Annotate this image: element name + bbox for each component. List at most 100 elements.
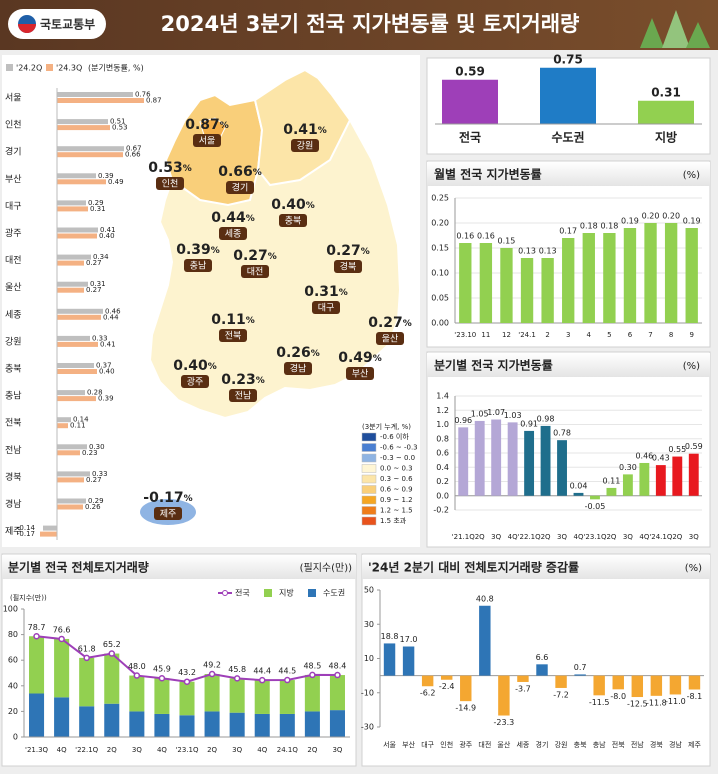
value-label: 0.16 [477,232,495,241]
value-label: 0.59 [455,64,485,78]
map-legend-label: 0.6 ~ 0.9 [380,486,413,494]
y-tick-label: -30 [361,723,374,732]
bar-segment [54,697,70,737]
bar [57,125,110,131]
x-tick-label: 2Q [207,746,217,754]
map-value-number: 0.23 [221,372,256,388]
map-value-unit: % [246,214,255,224]
bar-segment [279,680,295,714]
x-tick-label: 세종 [516,740,529,749]
map-legend-swatch [361,506,377,515]
bar [644,223,657,323]
bar [655,465,666,496]
bar [57,152,123,158]
category-label: 세종 [5,309,22,320]
region-name: 대구 [318,303,335,314]
x-tick-label: '23.10 [454,331,476,339]
bar [688,675,701,690]
x-tick-label: 2Q [606,533,616,541]
legend-label: '24.2Q [16,64,42,73]
value-label: 0.59 [685,442,703,451]
x-tick-label: 6 [628,331,633,339]
map-value: 0.26% [276,345,320,361]
value-label: 78.7 [28,623,46,632]
value-label: 0.41 [100,340,116,348]
bar [458,427,469,496]
y-tick-label: -10 [361,688,374,697]
bar [582,233,595,323]
map-legend-label: -0.6 이하 [380,432,409,441]
bar [524,430,535,496]
value-label: 17.0 [400,635,418,644]
y-tick-label: 10 [364,654,374,663]
bar [500,248,513,323]
bar-segment [79,706,95,737]
bar [479,243,493,323]
value-label: -3.7 [515,684,531,693]
x-tick-label: '22.1Q [75,746,99,754]
bar [507,422,518,496]
y-tick-label: 0.0 [436,491,449,500]
value-label: -14.9 [455,704,476,713]
value-label: 0.44 [103,313,119,321]
y-tick-label: 0.15 [431,244,449,253]
value-label: 0.29 [88,497,104,505]
line-marker [334,671,341,679]
x-tick-label: 2Q [307,746,317,754]
bar [498,675,510,716]
category-label: 전국 [459,130,481,145]
x-tick-label: 2Q [672,533,682,541]
x-tick-label: 인천 [440,740,453,749]
value-label: -23.3 [494,718,515,727]
bar [57,341,98,347]
value-label: 0.27 [86,286,102,294]
value-label: 0.18 [580,222,598,231]
category-label: 지방 [655,130,677,145]
map-value-unit: % [403,319,412,329]
bar [440,675,453,680]
value-label: 0.11 [70,422,86,430]
map-value-unit: % [253,168,262,178]
line-marker [233,675,241,682]
value-label: -8.1 [687,692,703,701]
map-value-number: 0.66 [218,164,253,180]
map-legend-label: 0.3 ~ 0.6 [380,475,413,483]
x-tick-label: '22.1Q [518,533,542,541]
map-value: 0.44% [211,210,255,226]
bar-segment [279,713,295,737]
region-tag [219,329,247,342]
bar-segment [229,712,245,737]
line-marker [309,671,316,679]
map-legend-swatch [361,443,377,452]
value-label: 76.6 [53,625,71,634]
value-label: 0.23 [82,449,98,457]
category-label: 경남 [5,498,22,510]
region-name: 인천 [162,179,179,190]
value-label: 65.2 [103,640,121,649]
bar-segment [229,678,245,713]
bar-segment [29,693,45,737]
map-legend-title: (3분기 누계, %) [362,422,411,431]
value-label: 44.5 [278,667,296,676]
region-name: 충북 [285,216,302,227]
region-name: 울산 [382,334,399,345]
x-tick-label: 전남 [631,740,644,749]
value-label: 0.49 [108,178,124,186]
map-legend-label: 1.5 초과 [380,516,407,525]
map-value-number: -0.17 [143,490,183,506]
map-value: 0.40% [173,358,217,374]
map-legend-swatch [361,432,377,442]
bar-segment [204,711,220,737]
map-value-unit: % [208,362,217,372]
map-legend-swatch [361,474,377,484]
bar-segment [104,703,120,737]
map-legend-label: 0.0 ~ 0.3 [380,465,413,473]
bar [672,456,683,496]
chart-unit: (%) [683,361,700,372]
map-value-number: 0.87 [185,117,220,133]
value-label: 0.14 [73,416,89,424]
bar [669,675,682,695]
map-value-number: 0.40 [271,197,306,213]
bar-segment [129,675,145,712]
map-value-unit: % [268,252,277,262]
